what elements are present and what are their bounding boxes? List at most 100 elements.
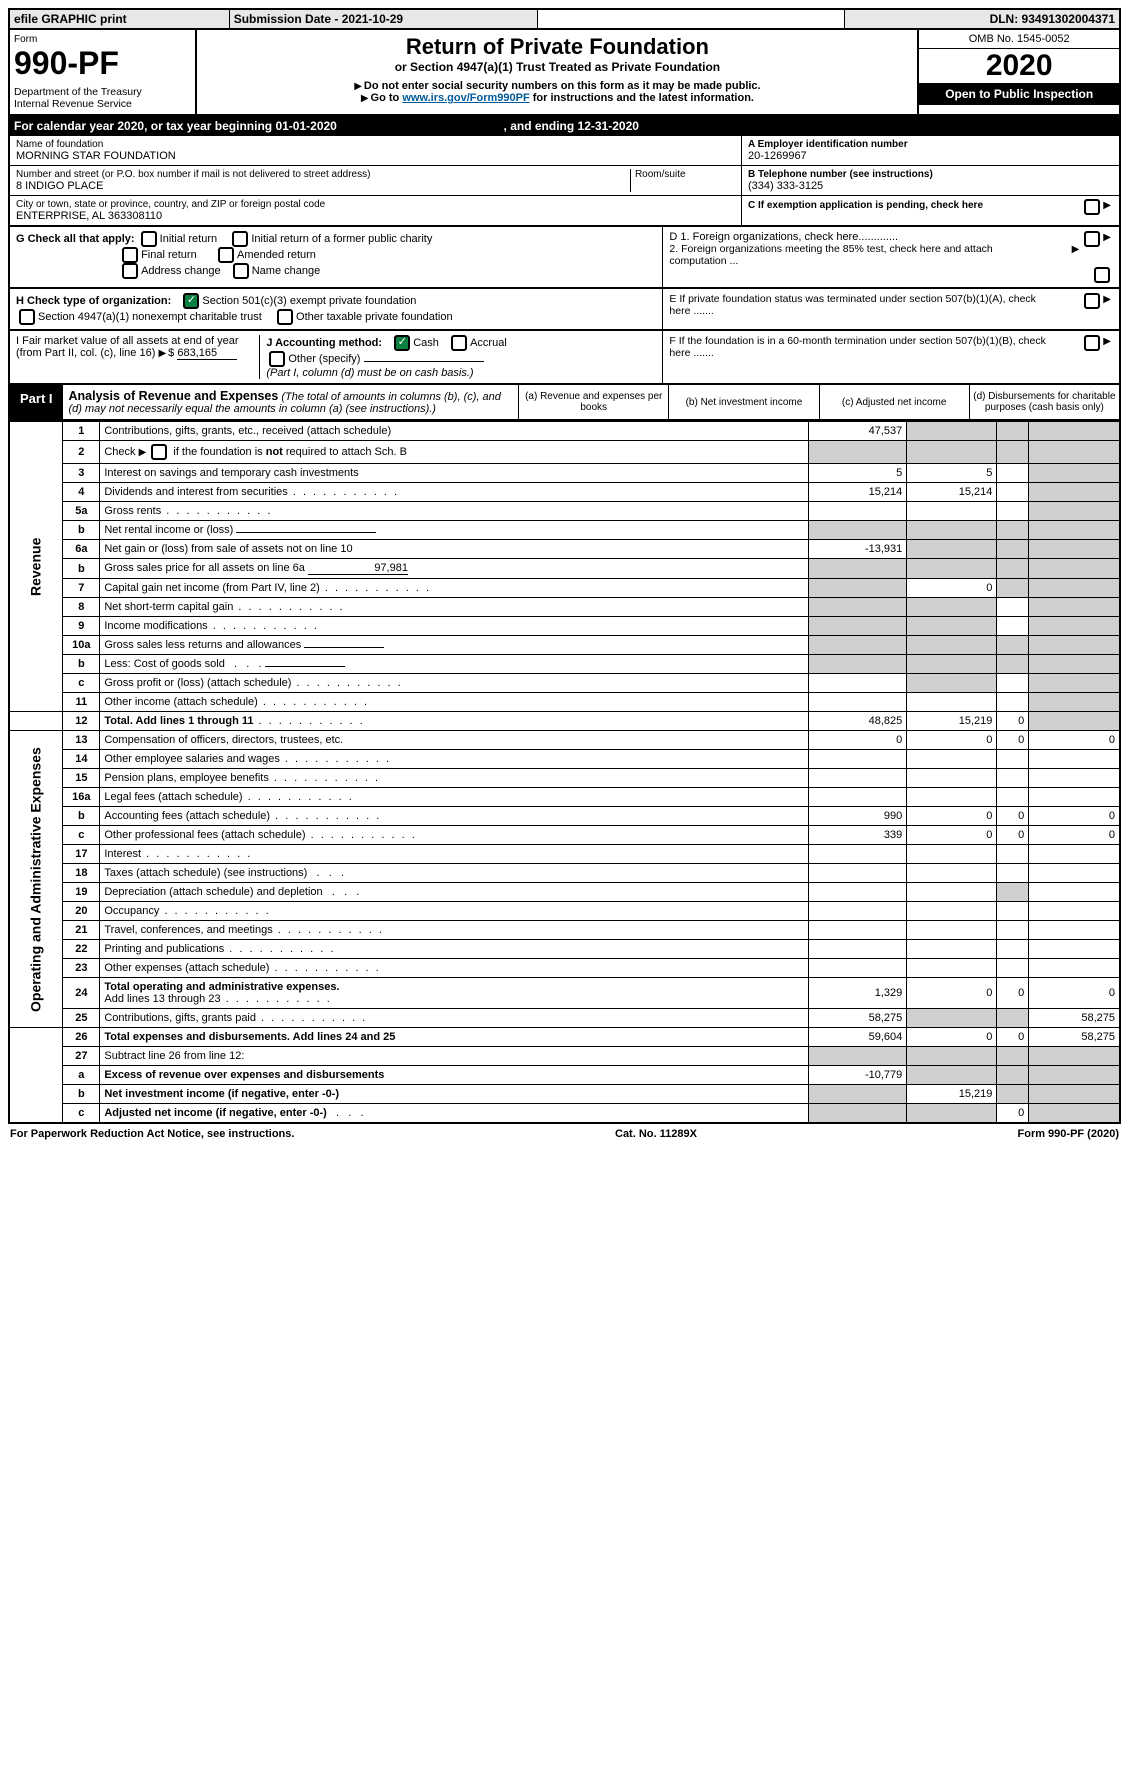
- 60-month-termination-checkbox[interactable]: [1084, 335, 1100, 351]
- ein: 20-1269967: [748, 150, 1113, 162]
- line-27b-b: 15,219: [907, 1085, 997, 1104]
- fmv-assets: 683,165: [177, 347, 237, 360]
- status-terminated-checkbox[interactable]: [1084, 293, 1100, 309]
- cal-mid: , and ending: [504, 119, 578, 133]
- foreign-85-checkbox[interactable]: [1094, 267, 1110, 283]
- col-c-header: (c) Adjusted net income: [819, 385, 969, 419]
- table-row: 21 Travel, conferences, and meetings: [9, 921, 1120, 940]
- part-1-title: Analysis of Revenue and Expenses: [69, 389, 279, 403]
- g-label: G Check all that apply:: [16, 233, 135, 245]
- col-b-header: (b) Net investment income: [668, 385, 818, 419]
- line-24-a: 1,329: [809, 978, 907, 1009]
- line-26-b: 0: [907, 1028, 997, 1047]
- revenue-side-label: Revenue: [9, 422, 63, 712]
- line-26-d: 58,275: [1029, 1028, 1120, 1047]
- line-13-b: 0: [907, 731, 997, 750]
- line-16c-desc: Other professional fees (attach schedule…: [104, 829, 305, 841]
- exemption-pending-checkbox[interactable]: [1084, 199, 1100, 215]
- table-row: 14 Other employee salaries and wages: [9, 750, 1120, 769]
- table-row: 18 Taxes (attach schedule) (see instruct…: [9, 864, 1120, 883]
- line-24-b: 0: [907, 978, 997, 1009]
- line-8-desc: Net short-term capital gain: [104, 601, 233, 613]
- table-row: 2 Check if the foundation is not require…: [9, 441, 1120, 464]
- table-row: b Net rental income or (loss): [9, 521, 1120, 540]
- line-16b-d: 0: [1029, 807, 1120, 826]
- line-6b-desc: Gross sales price for all assets on line…: [104, 562, 305, 574]
- line-27a-a: -10,779: [809, 1066, 907, 1085]
- initial-return-checkbox[interactable]: [141, 231, 157, 247]
- j1-label: Cash: [413, 337, 439, 349]
- j2-label: Accrual: [470, 337, 507, 349]
- table-row: 16a Legal fees (attach schedule): [9, 788, 1120, 807]
- line-1-desc: Contributions, gifts, grants, etc., rece…: [100, 422, 809, 441]
- foundation-name-label: Name of foundation: [16, 139, 735, 150]
- line-16c-b: 0: [907, 826, 997, 845]
- address: 8 INDIGO PLACE: [16, 180, 630, 192]
- dln: DLN: 93491302004371: [845, 10, 1119, 28]
- cash-method-checkbox[interactable]: ✓: [394, 335, 410, 351]
- line-13-a: 0: [809, 731, 907, 750]
- table-row: c Other professional fees (attach schedu…: [9, 826, 1120, 845]
- table-row: 23 Other expenses (attach schedule): [9, 959, 1120, 978]
- table-row: 8 Net short-term capital gain: [9, 598, 1120, 617]
- table-row: b Less: Cost of goods sold . . .: [9, 655, 1120, 674]
- address-change-checkbox[interactable]: [122, 263, 138, 279]
- line-10c-desc: Gross profit or (loss) (attach schedule): [104, 677, 291, 689]
- calendar-year-row: For calendar year 2020, or tax year begi…: [8, 116, 1121, 136]
- line-16b-desc: Accounting fees (attach schedule): [104, 810, 270, 822]
- col-a-header: (a) Revenue and expenses per books: [518, 385, 668, 419]
- line-10b-desc: Less: Cost of goods sold: [104, 658, 224, 670]
- other-taxable-checkbox[interactable]: [277, 309, 293, 325]
- amended-return-checkbox[interactable]: [218, 247, 234, 263]
- check-section-gd: G Check all that apply: Initial return I…: [8, 227, 1121, 289]
- line-27b-desc: Net investment income (if negative, ente…: [104, 1088, 339, 1100]
- accrual-method-checkbox[interactable]: [451, 335, 467, 351]
- ein-label: A Employer identification number: [748, 139, 908, 150]
- initial-return-former-checkbox[interactable]: [232, 231, 248, 247]
- line-16c-d: 0: [1029, 826, 1120, 845]
- sch-b-not-required-checkbox[interactable]: [151, 444, 167, 460]
- check-section-ijf: I Fair market value of all assets at end…: [8, 331, 1121, 385]
- goto-prefix: Go to: [371, 92, 403, 104]
- table-row: 20 Occupancy: [9, 902, 1120, 921]
- section-4947-checkbox[interactable]: [19, 309, 35, 325]
- goto-suffix: for instructions and the latest informat…: [530, 92, 754, 104]
- col-d-header: (d) Disbursements for charitable purpose…: [969, 385, 1119, 419]
- section-501c3-checkbox[interactable]: ✓: [183, 293, 199, 309]
- h3-label: Other taxable private foundation: [296, 311, 453, 323]
- table-row: b Gross sales price for all assets on li…: [9, 559, 1120, 579]
- table-row: Operating and Administrative Expenses 13…: [9, 731, 1120, 750]
- line-12-c: 0: [997, 712, 1029, 731]
- table-row: 25 Contributions, gifts, grants paid 58,…: [9, 1009, 1120, 1028]
- g6-label: Name change: [252, 265, 321, 277]
- line-24-desc2: Add lines 13 through 23: [104, 993, 220, 1005]
- dept-treasury: Department of the Treasury: [14, 86, 191, 98]
- j-label: J Accounting method:: [266, 337, 382, 349]
- table-row: b Accounting fees (attach schedule) 990 …: [9, 807, 1120, 826]
- table-row: 11 Other income (attach schedule): [9, 693, 1120, 712]
- expenses-side-label: Operating and Administrative Expenses: [9, 731, 63, 1028]
- final-return-checkbox[interactable]: [122, 247, 138, 263]
- irs-label: Internal Revenue Service: [14, 98, 191, 110]
- line-7-b: 0: [907, 579, 997, 598]
- table-row: 9 Income modifications: [9, 617, 1120, 636]
- line-26-desc: Total expenses and disbursements. Add li…: [104, 1031, 395, 1043]
- line-14-desc: Other employee salaries and wages: [104, 753, 279, 765]
- form-note-ssn: Do not enter social security numbers on …: [364, 80, 761, 92]
- line-21-desc: Travel, conferences, and meetings: [104, 924, 272, 936]
- name-change-checkbox[interactable]: [233, 263, 249, 279]
- h1-label: Section 501(c)(3) exempt private foundat…: [202, 295, 416, 307]
- foreign-org-checkbox[interactable]: [1084, 231, 1100, 247]
- telephone: (334) 333-3125: [748, 180, 1113, 192]
- form-instructions-link[interactable]: www.irs.gov/Form990PF: [402, 92, 529, 104]
- table-row: 3 Interest on savings and temporary cash…: [9, 464, 1120, 483]
- foundation-name: MORNING STAR FOUNDATION: [16, 150, 735, 162]
- d1-label: D 1. Foreign organizations, check here..…: [669, 231, 898, 243]
- line-27a-desc: Excess of revenue over expenses and disb…: [104, 1069, 384, 1081]
- table-row: 17 Interest: [9, 845, 1120, 864]
- other-method-checkbox[interactable]: [269, 351, 285, 367]
- part-1-header: Part I Analysis of Revenue and Expenses …: [8, 385, 1121, 421]
- line-5b-desc: Net rental income or (loss): [104, 524, 233, 536]
- cal-prefix: For calendar year 2020, or tax year begi…: [14, 119, 275, 133]
- table-row: 24 Total operating and administrative ex…: [9, 978, 1120, 1009]
